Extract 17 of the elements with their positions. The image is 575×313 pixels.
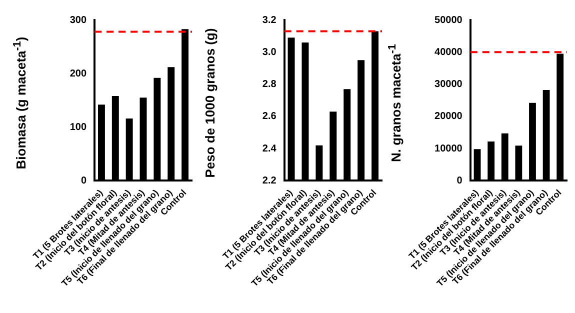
y-tick-label: 0	[80, 175, 87, 186]
y-tick-label: 100	[70, 122, 87, 133]
y-tick-label: 300	[70, 14, 87, 26]
y-tick-label: 200	[70, 68, 87, 80]
y-tick-label: 2.4	[262, 143, 277, 154]
y-tick-label: 30000	[434, 79, 463, 90]
y-tick-label: 10000	[434, 143, 463, 154]
y-tick-label: 3.2	[262, 14, 277, 26]
y-tick-label: 50000	[434, 14, 463, 26]
y-tick-label: 2.8	[262, 79, 277, 90]
y-tick-label: 20000	[434, 111, 463, 122]
y-tick-label: 40000	[434, 46, 463, 58]
y-tick-label: 2.6	[262, 111, 277, 122]
y-tick-label: 2.2	[262, 175, 277, 186]
y-tick-label: 3.0	[262, 46, 277, 58]
y-axis-title: Peso de 1000 granos (g)	[202, 28, 218, 178]
y-tick-label: 0	[456, 175, 463, 186]
